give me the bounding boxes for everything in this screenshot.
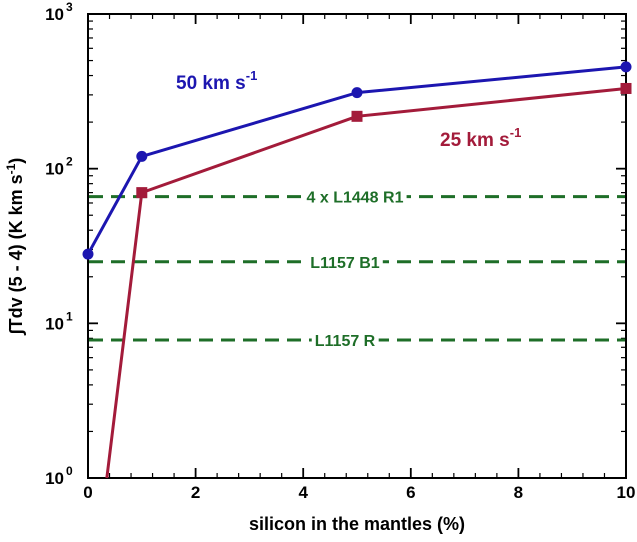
- y-tick-label: 10: [45, 469, 64, 488]
- reference-line-label: L1157 B1: [310, 255, 379, 272]
- data-point-circle: [351, 87, 363, 99]
- reference-label-background: [303, 189, 407, 207]
- x-tick-label: 0: [83, 483, 92, 502]
- y-tick-label-exp: 2: [66, 155, 73, 169]
- reference-label-background: [311, 333, 379, 351]
- y-axis-title-tail: ): [6, 158, 26, 164]
- series-label-main: 25 km s: [440, 130, 510, 151]
- series-line: [86, 65, 627, 255]
- x-tick-label: 6: [406, 483, 415, 502]
- x-tick-label: 10: [617, 483, 636, 502]
- y-tick-label: 10: [45, 160, 64, 179]
- series-label-main: 50 km s: [176, 73, 246, 94]
- reference-label-background: [307, 254, 383, 272]
- data-point-square: [351, 110, 363, 122]
- y-tick-label-exp: 3: [66, 0, 73, 14]
- series-line: [105, 86, 627, 479]
- y-tick-label: 10: [45, 314, 64, 333]
- y-tick-label-base: 10: [45, 160, 64, 179]
- y-tick-label-base: 10: [45, 314, 64, 333]
- data-point-square: [136, 187, 148, 199]
- y-tick-label: 10: [45, 5, 64, 24]
- y-tick-label-exp: 1: [66, 309, 73, 323]
- reference-line-label: 4 x L1448 R1: [307, 190, 404, 207]
- y-tick-label-base: 10: [45, 469, 64, 488]
- reference-line-label: L1157 R: [315, 333, 376, 350]
- tick-marks: [87, 13, 627, 479]
- x-tick-label: 4: [298, 483, 308, 502]
- series-label-sup: -1: [246, 68, 258, 83]
- data-point-square: [620, 82, 632, 94]
- x-tick-label: 8: [514, 483, 523, 502]
- series-label: 50 km s-1: [176, 68, 257, 94]
- series-label: 25 km s-1: [440, 125, 521, 151]
- data-point-circle: [136, 150, 148, 162]
- x-tick-label: 2: [191, 483, 200, 502]
- x-axis-title: silicon in the mantles (%): [249, 514, 465, 534]
- series-label-sup: -1: [510, 125, 522, 140]
- data-point-circle: [82, 248, 94, 260]
- y-tick-label-exp: 0: [66, 464, 73, 478]
- series-group: [82, 61, 632, 479]
- y-axis-title: ∫Tdv (5 - 4) (K km s-1): [4, 158, 26, 336]
- y-axis-title-main: ∫Tdv (5 - 4) (K km s: [6, 174, 26, 335]
- y-axis-title-sup: -1: [4, 163, 18, 174]
- plot-frame: [87, 13, 627, 479]
- y-tick-label-base: 10: [45, 5, 64, 24]
- data-point-circle: [620, 61, 632, 73]
